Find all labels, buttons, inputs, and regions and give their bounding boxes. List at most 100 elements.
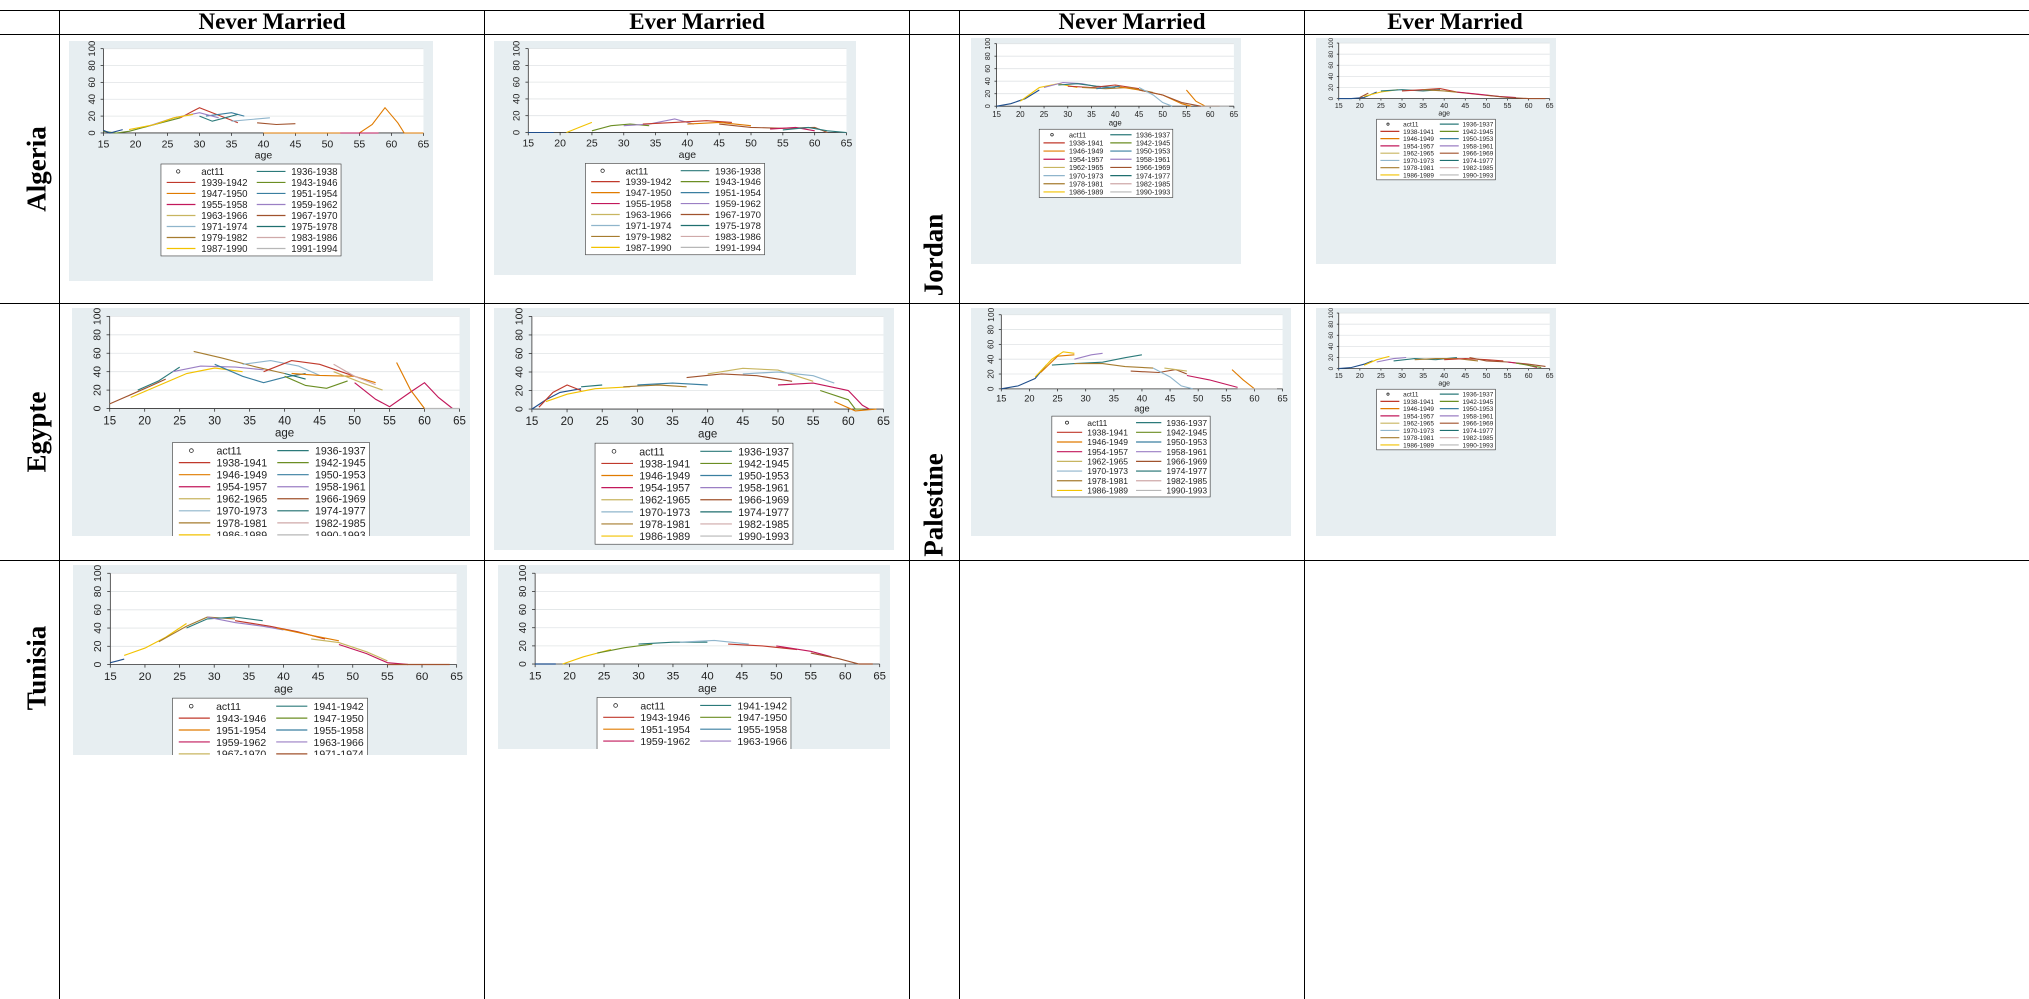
- legend-label: act11: [201, 167, 224, 178]
- x-tick-label: 25: [173, 415, 186, 427]
- series-line: [1074, 363, 1154, 369]
- series-line: [728, 643, 798, 651]
- x-tick-label: 50: [322, 138, 334, 150]
- legend-label: 1950-1953: [738, 470, 789, 482]
- y-tick-label: 20: [87, 111, 98, 122]
- y-tick-label: 100: [514, 308, 525, 325]
- legend-label: 1954-1957: [639, 483, 690, 495]
- series-line: [545, 386, 631, 403]
- y-tick-label: 0: [985, 104, 992, 108]
- legend-label: 1951-1954: [216, 726, 266, 737]
- legend-label: 1974-1977: [315, 506, 366, 518]
- x-axis-label: age: [274, 683, 293, 695]
- x-axis-label: age: [1109, 118, 1122, 127]
- legend-label: 1958-1961: [1166, 447, 1207, 457]
- y-tick-label: 40: [1328, 342, 1335, 350]
- chart-svg: 0 20 40 60 80 100 15 20 25 30 35 40 45 50 55 60 65 age act…: [498, 565, 890, 749]
- legend-label: 1962-1965: [639, 495, 690, 507]
- legend-label: 1978-1981: [1087, 476, 1128, 486]
- x-tick-label: 15: [103, 415, 116, 427]
- legend-label: 1947-1950: [314, 714, 364, 725]
- series-line: [637, 382, 708, 386]
- series-line: [777, 382, 870, 410]
- y-tick-label: 60: [514, 347, 525, 359]
- x-tick-label: 45: [290, 138, 302, 150]
- header-ever-married-right: Ever Married: [1387, 9, 1523, 34]
- chart-svg: 0 20 40 60 80 100 15 20 25 30 35 40 45 50 55 60 65 age act…: [1316, 38, 1556, 264]
- series-line: [1401, 88, 1458, 93]
- x-tick-label: 30: [208, 415, 221, 427]
- x-tick-label: 50: [1193, 393, 1203, 403]
- x-tick-label: 30: [1398, 103, 1406, 110]
- legend-label: 1974-1977: [1463, 158, 1494, 165]
- y-tick-label: 40: [1328, 72, 1335, 80]
- legend-box: [1038, 128, 1174, 198]
- legend-box: [1051, 415, 1211, 498]
- x-tick-label: 50: [745, 139, 757, 150]
- legend-label: 1982-1985: [315, 518, 366, 530]
- legend-label: 1955-1958: [737, 725, 787, 736]
- x-tick-label: 60: [809, 139, 821, 150]
- legend-label: 1954-1957: [1069, 155, 1103, 164]
- y-tick-label: 60: [87, 77, 98, 88]
- y-tick-label: 60: [92, 347, 103, 359]
- legend-label: act11: [1403, 391, 1419, 398]
- series-line: [1186, 374, 1238, 388]
- legend-label: 1941-1942: [314, 702, 364, 713]
- x-tick-label: 65: [1230, 110, 1239, 119]
- series-line: [231, 117, 270, 122]
- x-tick-label: 60: [1525, 103, 1533, 110]
- x-tick-label: 20: [1356, 103, 1364, 110]
- grid-col-divider-0: [59, 10, 60, 999]
- x-tick-label: 30: [618, 139, 630, 150]
- legend-label: 1938-1941: [639, 458, 690, 470]
- x-tick-label: 60: [418, 415, 431, 427]
- series-line: [1376, 356, 1407, 363]
- y-tick-label: 0: [1328, 366, 1335, 370]
- x-tick-label: 55: [383, 415, 396, 427]
- y-tick-label: 20: [511, 110, 522, 120]
- legend-label: act11: [639, 446, 664, 458]
- chart-svg: 0 20 40 60 80 100 15 20 25 30 35 40 45 50 55 60 65 age act…: [73, 565, 467, 755]
- legend-label: 1936-1937: [1463, 121, 1494, 128]
- x-tick-label: 35: [1419, 373, 1427, 380]
- x-tick-label: 65: [877, 416, 890, 428]
- legend-marker: [189, 448, 194, 453]
- legend-label: 1942-1945: [1463, 129, 1494, 136]
- legend-label: 1971-1974: [201, 222, 248, 233]
- legend-label: 1954-1957: [1403, 413, 1434, 420]
- plot-area: [110, 573, 457, 665]
- chart-algeria-never-married: 0 20 40 60 80 100 15 20 25 30 35 40 45 50 55 60 65 age act…: [69, 41, 433, 281]
- legend-label: 1959-1962: [291, 200, 337, 211]
- series-line: [776, 645, 832, 658]
- y-tick-label: 60: [93, 604, 104, 616]
- x-tick-label: 30: [632, 671, 645, 683]
- y-tick-label: 80: [986, 325, 996, 335]
- y-tick-label: 100: [92, 308, 103, 325]
- x-tick-label: 15: [104, 671, 117, 683]
- legend-label: 1943-1946: [291, 178, 337, 189]
- legend-box: [160, 163, 342, 257]
- legend-label: 1962-1965: [1403, 421, 1434, 428]
- x-tick-label: 50: [1158, 110, 1167, 119]
- x-tick-label: 25: [586, 139, 598, 150]
- legend-label: 1990-1993: [1136, 188, 1170, 197]
- series-line: [172, 365, 264, 373]
- series-line: [1058, 83, 1116, 89]
- series-line: [396, 362, 425, 409]
- x-tick-label: 55: [1504, 103, 1512, 110]
- x-tick-label: 25: [598, 671, 611, 683]
- x-tick-label: 65: [873, 671, 886, 683]
- x-tick-label: 40: [1440, 373, 1448, 380]
- legend-label: 1942-1945: [1166, 427, 1207, 437]
- x-tick-label: 40: [278, 415, 291, 427]
- series-line: [1130, 369, 1188, 375]
- series-line: [642, 120, 732, 125]
- y-tick-label: 60: [985, 65, 992, 73]
- series-line: [1515, 362, 1542, 369]
- legend-label: 1938-1941: [1403, 129, 1434, 136]
- grid-col-divider-2: [909, 10, 910, 999]
- y-tick-label: 80: [87, 60, 98, 71]
- y-tick-label: 0: [93, 661, 104, 667]
- series-line: [207, 616, 284, 631]
